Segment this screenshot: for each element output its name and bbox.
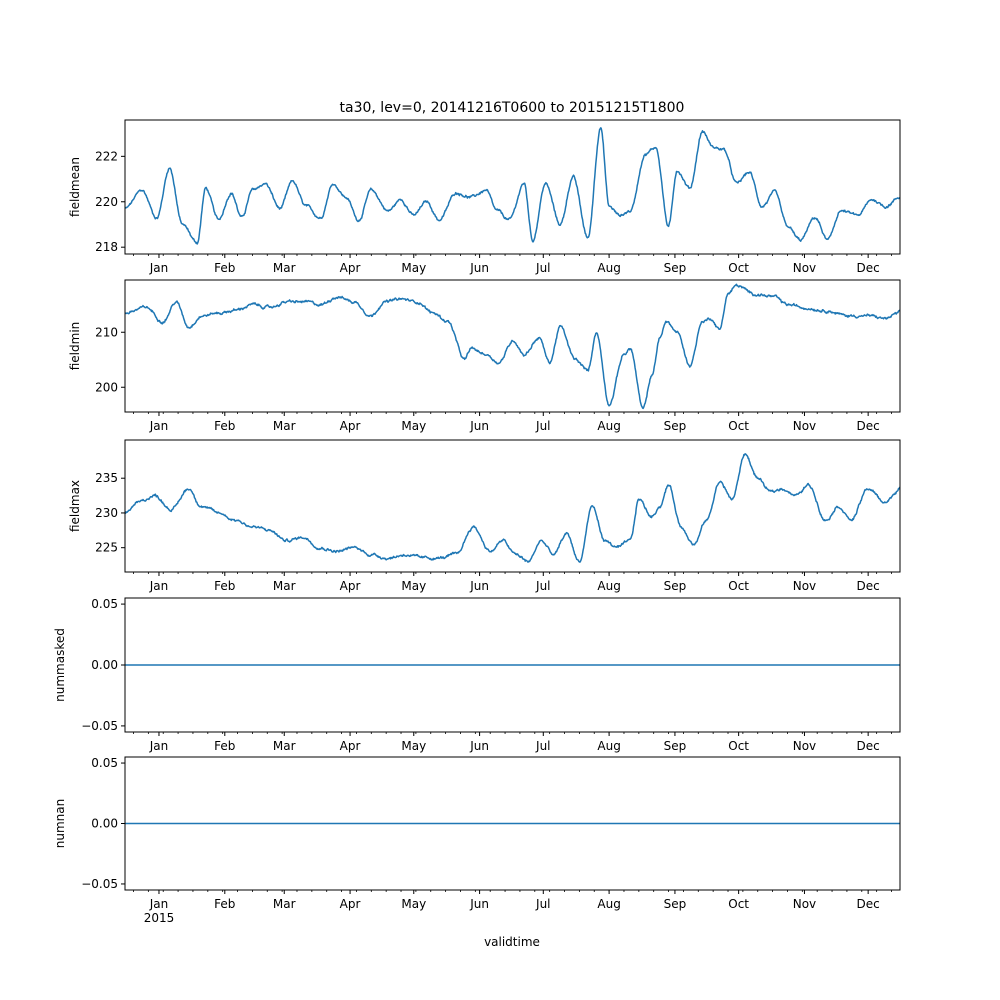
x-tick-label: Sep — [664, 579, 687, 593]
x-tick-label: Aug — [597, 419, 620, 433]
y-tick-label: 0.05 — [91, 756, 118, 770]
x-tick-label: May — [401, 261, 426, 275]
x-tick-label: May — [401, 419, 426, 433]
x-tick-label: Nov — [793, 739, 816, 753]
panel-fieldmean: 218 220 222 fieldmean Jan Feb Mar Apr May Jun Jul A… — [68, 119, 901, 275]
x-tick-label: Sep — [664, 419, 687, 433]
x-tick-label: Sep — [664, 261, 687, 275]
x-tick-label: Jul — [535, 261, 550, 275]
y-tick-label: 220 — [95, 195, 118, 209]
x-tick-label: Jan — [149, 419, 169, 433]
panel-fieldmax: 225 230 235 fieldmax Jan Feb Mar Apr May Jun Jul Au… — [68, 439, 901, 593]
x-tick-label: Jan — [149, 579, 169, 593]
y-axis-label: fieldmax — [68, 480, 82, 532]
panel-numnan: −0.05 0.00 0.05 numnan Jan Feb Mar Apr May Jun Jul… — [53, 756, 901, 925]
x-tick-label: Jul — [535, 579, 550, 593]
x-tick-label: Apr — [340, 579, 361, 593]
x-tick-label: Jan — [149, 739, 169, 753]
x-tick-label: Mar — [273, 739, 296, 753]
x-tick-label: Oct — [728, 897, 749, 911]
x-tick-label: Aug — [597, 579, 620, 593]
x-tick-label: Dec — [857, 261, 880, 275]
x-axis-label: validtime — [484, 935, 540, 949]
axes-frame — [124, 439, 901, 573]
x-tick-label: Jun — [469, 579, 489, 593]
x-tick-label: Feb — [214, 739, 235, 753]
x-tick-label: Jan — [149, 897, 169, 911]
x-tick-label: Sep — [664, 739, 687, 753]
x-tick-label: Oct — [728, 419, 749, 433]
x-tick-label: Apr — [340, 419, 361, 433]
y-axis-label: nummasked — [53, 628, 67, 702]
y-tick-label: 0.00 — [91, 658, 118, 672]
x-tick-label: Mar — [273, 579, 296, 593]
y-axis-label: numnan — [53, 799, 67, 848]
y-tick-label: 0.05 — [91, 597, 118, 611]
y-tick-label: −0.05 — [81, 719, 118, 733]
y-tick-label: −0.05 — [81, 877, 118, 891]
x-tick-label: Nov — [793, 579, 816, 593]
x-tick-label: Feb — [214, 419, 235, 433]
x-tick-label: Feb — [214, 897, 235, 911]
x-tick-label: Jun — [469, 419, 489, 433]
x-tick-label: Jan — [149, 261, 169, 275]
x-tick-label: Nov — [793, 897, 816, 911]
x-tick-label: May — [401, 739, 426, 753]
x-tick-label: Jun — [469, 897, 489, 911]
x-year-label: 2015 — [144, 911, 175, 925]
x-tick-label: Apr — [340, 897, 361, 911]
x-tick-label: Mar — [273, 419, 296, 433]
x-tick-label: Jul — [535, 419, 550, 433]
x-tick-label: Feb — [214, 261, 235, 275]
y-tick-label: 218 — [95, 240, 118, 254]
y-tick-label: 200 — [95, 380, 118, 394]
y-tick-label: 230 — [95, 506, 118, 520]
y-tick-label: 210 — [95, 325, 118, 339]
x-tick-label: Feb — [214, 579, 235, 593]
panel-nummasked: −0.05 0.00 0.05 nummasked Jan Feb Mar Apr May Jun… — [53, 597, 901, 753]
x-tick-label: Apr — [340, 261, 361, 275]
chart-title: ta30, lev=0, 20141216T0600 to 20151215T1… — [340, 100, 685, 116]
x-tick-label: Oct — [728, 579, 749, 593]
x-tick-label: Dec — [857, 897, 880, 911]
y-tick-label: 225 — [95, 541, 118, 555]
x-tick-label: Jun — [469, 261, 489, 275]
x-tick-label: Oct — [728, 261, 749, 275]
x-tick-label: Nov — [793, 419, 816, 433]
x-tick-label: Oct — [728, 739, 749, 753]
x-tick-label: Mar — [273, 261, 296, 275]
x-tick-label: Dec — [857, 419, 880, 433]
x-tick-label: Sep — [664, 897, 687, 911]
y-tick-label: 0.00 — [91, 817, 118, 831]
x-tick-label: Apr — [340, 739, 361, 753]
x-tick-label: Mar — [273, 897, 296, 911]
x-tick-label: May — [401, 897, 426, 911]
x-tick-label: Dec — [857, 739, 880, 753]
x-tick-label: Aug — [597, 897, 620, 911]
x-tick-label: Jul — [535, 739, 550, 753]
x-tick-label: Dec — [857, 579, 880, 593]
x-tick-label: Jun — [469, 739, 489, 753]
y-tick-label: 222 — [95, 149, 118, 163]
series-line-fieldmin — [125, 283, 900, 410]
y-axis-label: fieldmin — [68, 322, 82, 371]
series-line-fieldmax — [125, 453, 900, 563]
x-tick-label: May — [401, 579, 426, 593]
y-axis-label: fieldmean — [68, 157, 82, 217]
axes-frame — [124, 279, 901, 413]
series-line-fieldmean — [125, 127, 900, 245]
y-tick-label: 235 — [95, 471, 118, 485]
x-tick-label: Aug — [597, 739, 620, 753]
x-tick-label: Aug — [597, 261, 620, 275]
x-tick-label: Nov — [793, 261, 816, 275]
x-tick-label: Jul — [535, 897, 550, 911]
axes-frame — [124, 119, 901, 255]
panel-fieldmin: 200 210 fieldmin Jan Feb Mar Apr May Jun Jul Aug Se… — [68, 279, 901, 433]
